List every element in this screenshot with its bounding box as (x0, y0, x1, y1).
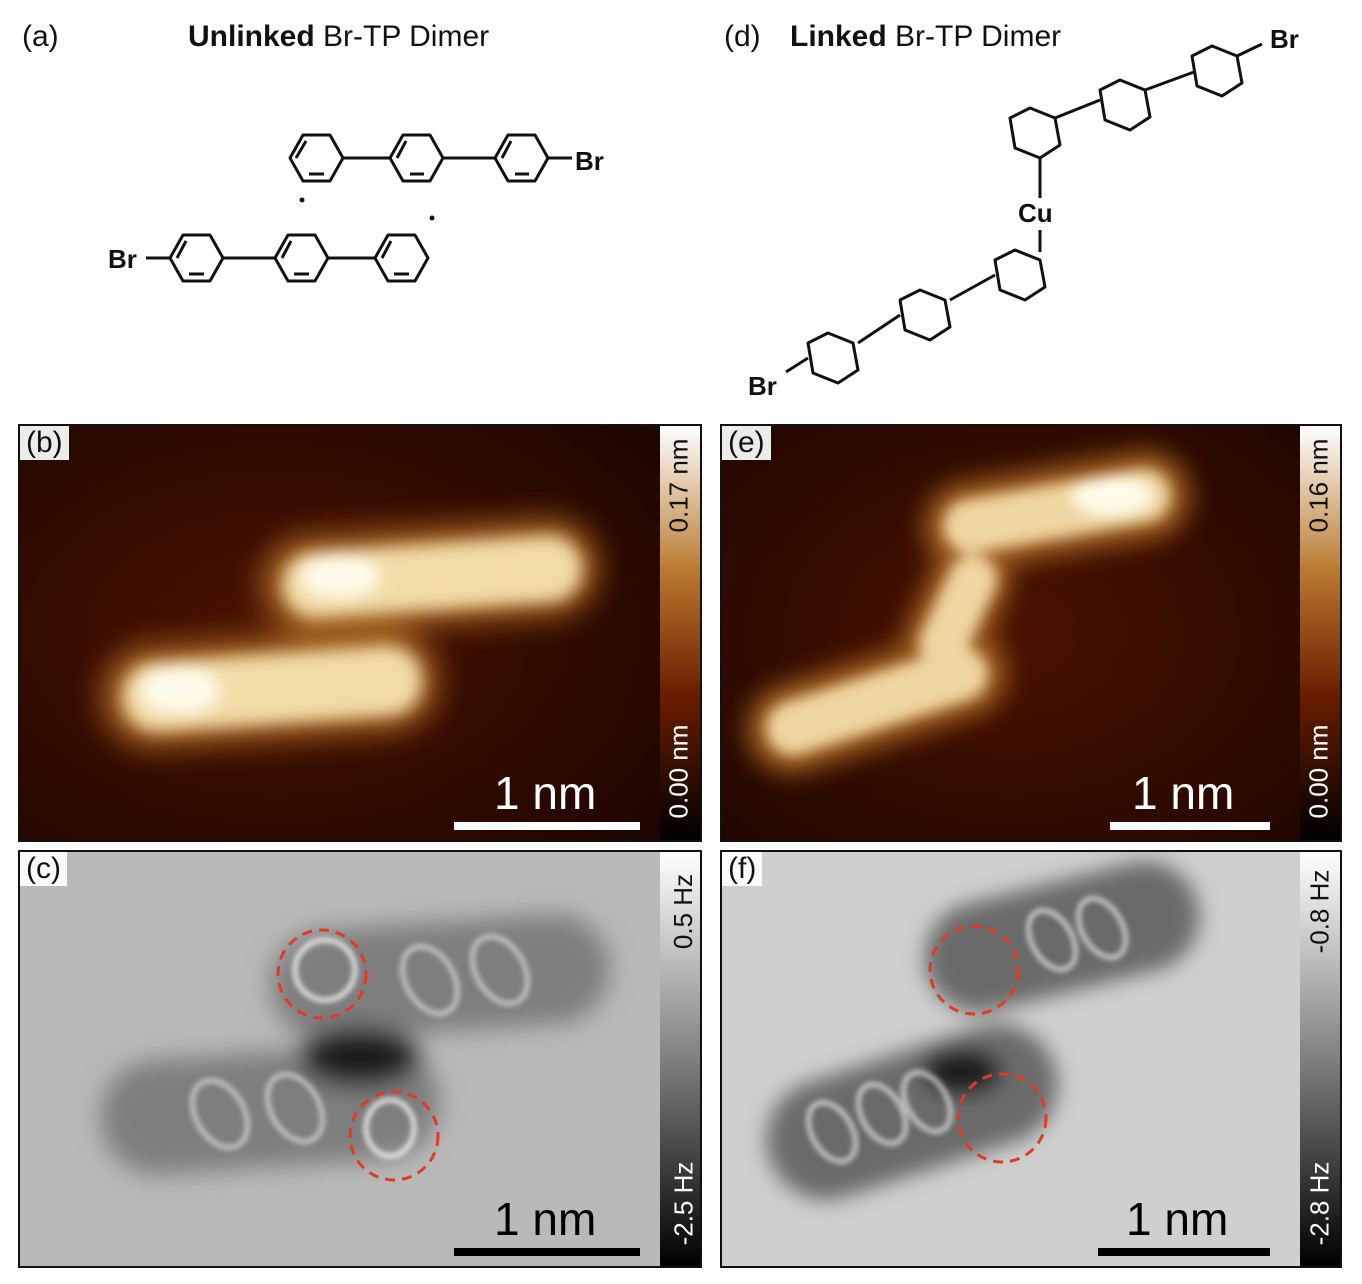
panel-c-cbar-max: 0.5 Hz (668, 873, 699, 950)
panel-e-image: (e) 1 nm 0.16 nm 0.00 nm (720, 424, 1342, 842)
panel-f-cbar-max: -0.8 Hz (1304, 869, 1335, 954)
panel-b-cbar-min: 0.00 nm (663, 724, 694, 819)
panel-a-title-bold: Unlinked (188, 20, 315, 53)
panel-b-cbar-max: 0.17 nm (663, 438, 694, 533)
panel-f-image: (f) 1 nm -0.8 Hz -2.8 Hz (720, 850, 1342, 1268)
unlinked-br-top: Br (575, 146, 604, 176)
panel-d-title-bold: Linked (790, 20, 887, 53)
panel-b-scalebar-label: 1 nm (494, 767, 597, 819)
panel-c-cbar-min: -2.5 Hz (668, 1161, 699, 1246)
panel-e-cbar-min: 0.00 nm (1303, 724, 1334, 819)
panel-a-label: (a) (22, 20, 59, 53)
linked-br-bottom: Br (748, 371, 777, 400)
panel-f-cbar-min: -2.8 Hz (1304, 1161, 1335, 1246)
panel-d-label: (d) (724, 20, 761, 53)
panel-a-title-rest: Br-TP Dimer (314, 20, 490, 53)
linked-br-top: Br (1270, 24, 1299, 54)
linked-structure: Br Br Cu (748, 24, 1299, 400)
panel-c-label: (c) (20, 852, 67, 886)
panel-a-title: Unlinked Br-TP Dimer (188, 20, 489, 54)
panel-e-cbar-max: 0.16 nm (1303, 438, 1334, 533)
panel-f-scalebar-label: 1 nm (1126, 1193, 1229, 1245)
panel-d-title-rest: Br-TP Dimer (886, 20, 1062, 53)
panel-e-label: (e) (722, 426, 771, 460)
unlinked-structure: Br Br (108, 133, 604, 283)
panel-c-image: (c) 1 nm 0.5 Hz -2.5 Hz (18, 850, 702, 1268)
panel-c-scalebar-label: 1 nm (494, 1193, 597, 1245)
panel-f-label: (f) (722, 852, 763, 886)
panel-b-label: (b) (20, 426, 69, 460)
unlinked-br-bottom: Br (108, 244, 137, 274)
linked-cu-atom: Cu (1018, 198, 1053, 228)
panel-d-title: Linked Br-TP Dimer (790, 20, 1061, 54)
panel-b-image: (b) 1 nm 0.17 nm 0.00 nm (18, 424, 702, 842)
panel-e-scalebar-label: 1 nm (1132, 767, 1235, 819)
